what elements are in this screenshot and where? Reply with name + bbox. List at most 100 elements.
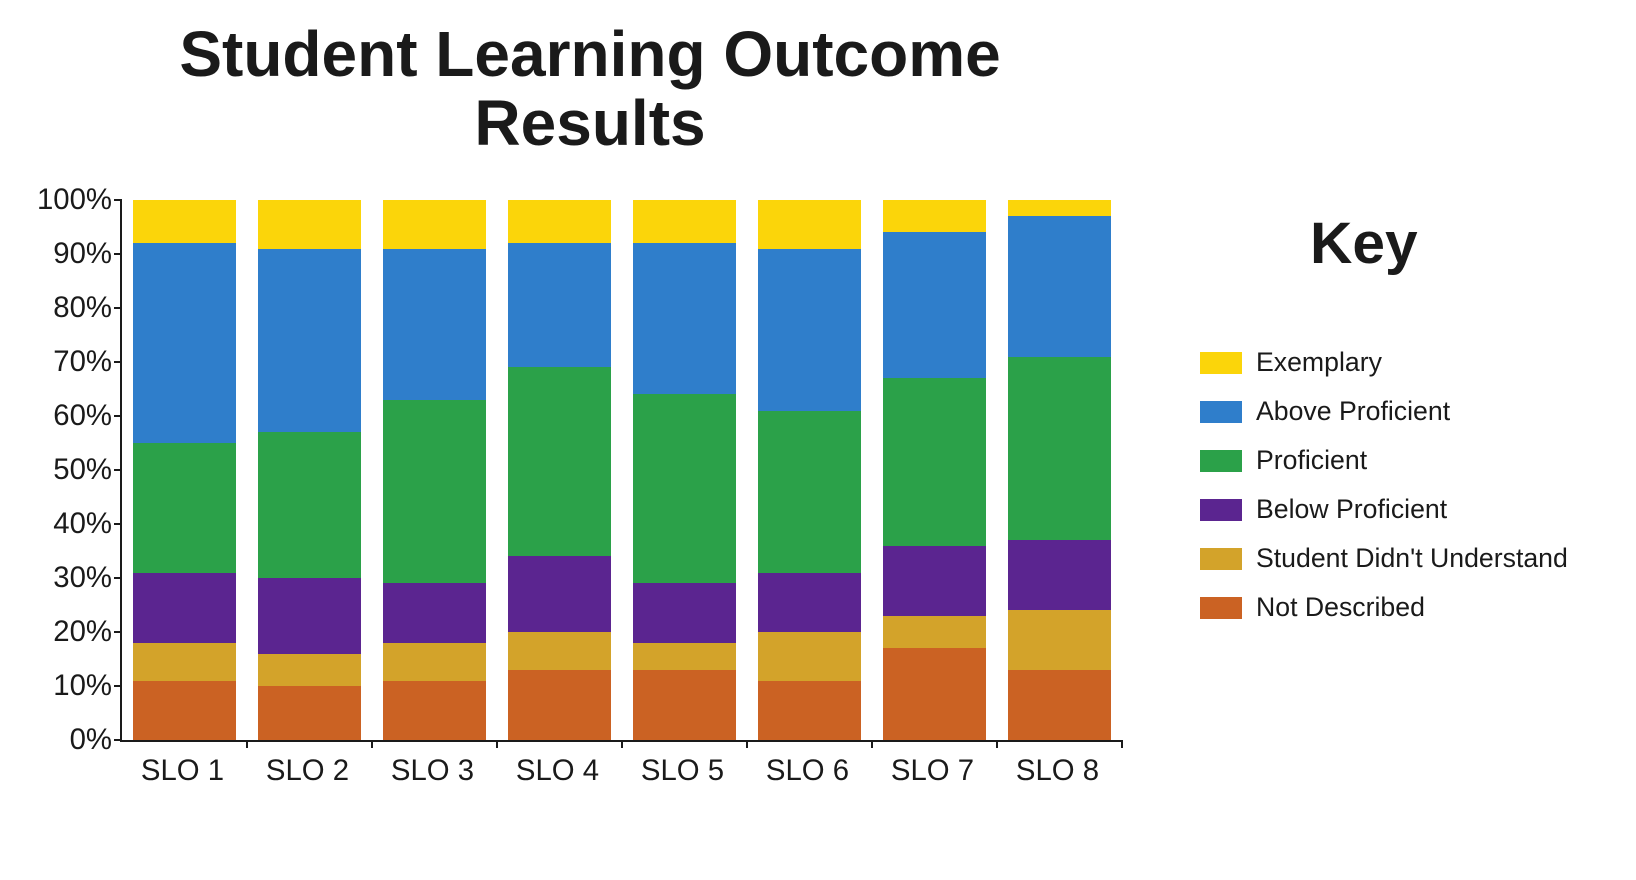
bar — [758, 200, 861, 740]
bar-segment-exemplary — [883, 200, 986, 232]
y-tick-label: 30% — [53, 561, 112, 595]
bar-segment-below-proficient — [133, 573, 236, 643]
bar-segment-above-proficient — [133, 243, 236, 443]
bar-segment-didnt-understand — [383, 643, 486, 681]
bar-segment-proficient — [258, 432, 361, 578]
y-tick-label: 70% — [53, 345, 112, 379]
x-tick-label: SLO 6 — [766, 754, 849, 788]
bar-segment-didnt-understand — [258, 654, 361, 686]
chart: 0%10%20%30%40%50%60%70%80%90%100% SLO 1S… — [20, 200, 1120, 800]
bar-segment-below-proficient — [1008, 540, 1111, 610]
y-tick-mark — [114, 199, 122, 201]
legend-item-proficient: Proficient — [1200, 445, 1600, 476]
bar-segment-above-proficient — [633, 243, 736, 394]
bar-segment-proficient — [883, 378, 986, 545]
bar-segment-below-proficient — [383, 583, 486, 642]
bar-segment-not-described — [758, 681, 861, 740]
legend-item-not-described: Not Described — [1200, 592, 1600, 623]
bar-segment-exemplary — [633, 200, 736, 243]
bar-segment-proficient — [1008, 357, 1111, 541]
x-tick-label: SLO 8 — [1016, 754, 1099, 788]
bar-segment-exemplary — [258, 200, 361, 249]
bar-segment-not-described — [883, 648, 986, 740]
chart-title-line-1: Student Learning Outcome — [0, 20, 1180, 89]
y-tick-mark — [114, 685, 122, 687]
bar-segment-proficient — [758, 411, 861, 573]
y-tick-mark — [114, 739, 122, 741]
y-axis: 0%10%20%30%40%50%60%70%80%90%100% — [20, 200, 120, 740]
x-tick-mark — [496, 740, 498, 748]
x-tick-label: SLO 1 — [141, 754, 224, 788]
page: Student Learning Outcome Results 0% 10% 20… — [0, 0, 1636, 880]
bar — [383, 200, 486, 740]
x-tick-mark — [246, 740, 248, 748]
bar-segment-below-proficient — [633, 583, 736, 642]
bar-segment-above-proficient — [383, 249, 486, 400]
legend-title: Key — [1200, 210, 1600, 277]
x-tick-label: SLO 3 — [391, 754, 474, 788]
bar-segment-didnt-understand — [133, 643, 236, 681]
y-tick-label: 90% — [53, 237, 112, 271]
x-tick-mark — [871, 740, 873, 748]
bar-segment-below-proficient — [258, 578, 361, 654]
legend: Key ExemplaryAbove ProficientProficientB… — [1200, 210, 1600, 623]
y-tick-label: 0% — [70, 723, 112, 757]
legend-swatch — [1200, 401, 1242, 423]
legend-swatch — [1200, 352, 1242, 374]
bar-segment-exemplary — [383, 200, 486, 249]
bar — [883, 200, 986, 740]
bar-segment-above-proficient — [758, 249, 861, 411]
bar — [633, 200, 736, 740]
bar-segment-exemplary — [133, 200, 236, 243]
y-tick-mark — [114, 469, 122, 471]
bar-segment-exemplary — [1008, 200, 1111, 216]
chart-title-line-2: Results — [0, 89, 1180, 158]
x-tick-label: SLO 5 — [641, 754, 724, 788]
y-tick-label: 100% — [37, 183, 112, 217]
legend-label: Proficient — [1256, 445, 1367, 476]
legend-label: Below Proficient — [1256, 494, 1447, 525]
bar — [258, 200, 361, 740]
bar-segment-exemplary — [508, 200, 611, 243]
bar — [133, 200, 236, 740]
y-tick-mark — [114, 361, 122, 363]
legend-swatch — [1200, 499, 1242, 521]
legend-item-didnt-understand: Student Didn't Understand — [1200, 543, 1600, 574]
legend-label: Exemplary — [1256, 347, 1382, 378]
y-tick-label: 80% — [53, 291, 112, 325]
legend-item-exemplary: Exemplary — [1200, 347, 1600, 378]
x-tick-label: SLO 2 — [266, 754, 349, 788]
y-tick-label: 60% — [53, 399, 112, 433]
legend-swatch — [1200, 597, 1242, 619]
bar-segment-didnt-understand — [633, 643, 736, 670]
bar-segment-exemplary — [758, 200, 861, 249]
chart-title: Student Learning Outcome Results — [0, 20, 1180, 158]
legend-swatch — [1200, 450, 1242, 472]
bar-segment-not-described — [133, 681, 236, 740]
bar-segment-didnt-understand — [1008, 610, 1111, 669]
bar-segment-below-proficient — [758, 573, 861, 632]
legend-items: ExemplaryAbove ProficientProficientBelow… — [1200, 347, 1600, 623]
bars-group — [122, 200, 1122, 740]
y-tick-label: 10% — [53, 669, 112, 703]
x-tick-mark — [1121, 740, 1123, 748]
bar-segment-didnt-understand — [758, 632, 861, 681]
y-tick-mark — [114, 415, 122, 417]
bar — [1008, 200, 1111, 740]
bar-segment-above-proficient — [258, 249, 361, 433]
x-tick-mark — [371, 740, 373, 748]
y-tick-mark — [114, 631, 122, 633]
bar-segment-above-proficient — [1008, 216, 1111, 356]
bar-segment-not-described — [508, 670, 611, 740]
legend-label: Not Described — [1256, 592, 1425, 623]
bar-segment-above-proficient — [508, 243, 611, 367]
y-tick-mark — [114, 523, 122, 525]
bar — [508, 200, 611, 740]
y-tick-label: 20% — [53, 615, 112, 649]
x-tick-label: SLO 7 — [891, 754, 974, 788]
bar-segment-not-described — [383, 681, 486, 740]
bar-segment-above-proficient — [883, 232, 986, 378]
bar-segment-not-described — [258, 686, 361, 740]
y-tick-mark — [114, 577, 122, 579]
legend-label: Student Didn't Understand — [1256, 543, 1568, 574]
